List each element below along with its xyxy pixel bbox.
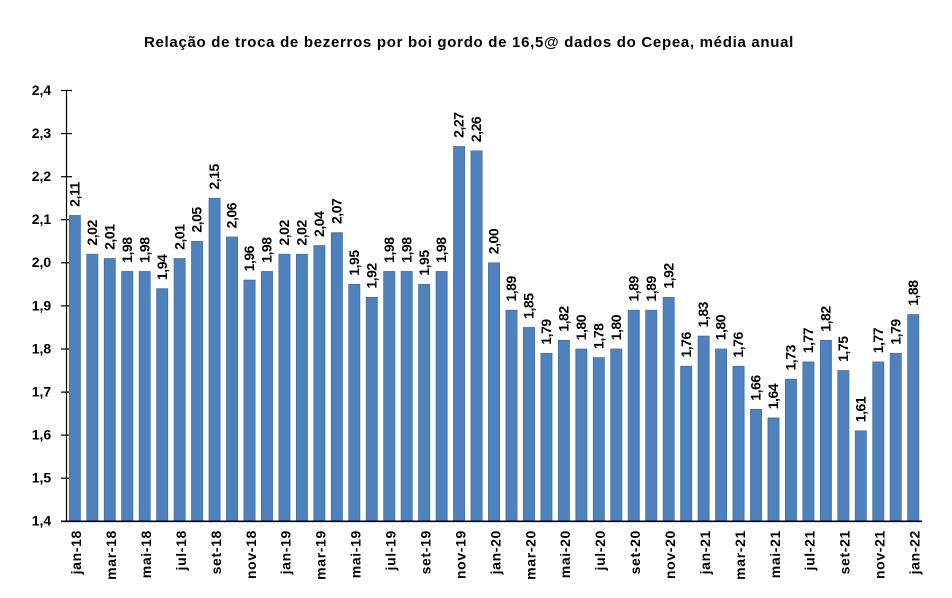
svg-text:1,73: 1,73: [783, 344, 799, 370]
svg-text:2,01: 2,01: [101, 224, 117, 250]
svg-text:mar-19: mar-19: [313, 530, 329, 580]
svg-text:set-18: set-18: [208, 530, 224, 574]
svg-text:mai-19: mai-19: [348, 530, 364, 578]
svg-text:1,6: 1,6: [32, 427, 52, 443]
svg-text:2,02: 2,02: [84, 219, 100, 245]
svg-text:jul-19: jul-19: [383, 530, 399, 571]
svg-text:jul-21: jul-21: [802, 530, 818, 571]
svg-text:mar-21: mar-21: [732, 530, 748, 580]
svg-text:1,7: 1,7: [32, 384, 52, 400]
svg-text:1,96: 1,96: [241, 245, 257, 271]
svg-text:jan-22: jan-22: [907, 530, 923, 575]
svg-text:1,78: 1,78: [590, 323, 606, 349]
svg-text:1,98: 1,98: [398, 237, 414, 263]
svg-text:1,89: 1,89: [643, 275, 659, 301]
svg-text:1,88: 1,88: [905, 280, 921, 306]
svg-text:1,5: 1,5: [32, 470, 52, 486]
svg-text:2,11: 2,11: [66, 181, 82, 206]
svg-text:1,61: 1,61: [852, 396, 868, 422]
svg-text:jan-18: jan-18: [68, 530, 84, 575]
svg-text:jul-20: jul-20: [592, 530, 608, 571]
svg-text:1,64: 1,64: [765, 383, 781, 409]
svg-text:1,77: 1,77: [800, 327, 816, 353]
svg-text:2,02: 2,02: [294, 219, 310, 245]
svg-text:2,3: 2,3: [32, 125, 52, 141]
svg-text:1,89: 1,89: [625, 275, 641, 301]
svg-text:1,80: 1,80: [608, 314, 624, 340]
svg-text:2,02: 2,02: [276, 219, 292, 245]
svg-text:1,82: 1,82: [556, 306, 572, 332]
svg-text:mai-21: mai-21: [767, 530, 783, 578]
svg-text:jan-20: jan-20: [487, 530, 503, 575]
svg-text:1,94: 1,94: [154, 254, 170, 280]
svg-text:2,0: 2,0: [32, 254, 52, 270]
svg-text:1,80: 1,80: [713, 314, 729, 340]
svg-text:1,4: 1,4: [32, 513, 52, 529]
svg-text:2,07: 2,07: [328, 198, 344, 224]
svg-text:1,98: 1,98: [136, 237, 152, 263]
svg-text:jul-18: jul-18: [173, 530, 189, 571]
svg-text:nov-21: nov-21: [872, 530, 888, 579]
svg-text:1,80: 1,80: [573, 314, 589, 340]
svg-text:1,83: 1,83: [695, 301, 711, 327]
svg-text:1,98: 1,98: [381, 237, 397, 263]
svg-text:1,92: 1,92: [363, 263, 379, 289]
svg-text:set-20: set-20: [627, 530, 643, 574]
svg-text:1,79: 1,79: [887, 319, 903, 345]
svg-text:1,98: 1,98: [119, 237, 135, 263]
svg-text:1,75: 1,75: [835, 336, 851, 362]
svg-text:set-19: set-19: [417, 530, 433, 574]
svg-text:mar-20: mar-20: [522, 530, 538, 580]
svg-text:1,98: 1,98: [433, 237, 449, 263]
svg-text:nov-20: nov-20: [662, 530, 678, 579]
svg-text:2,05: 2,05: [189, 207, 205, 233]
svg-text:2,00: 2,00: [486, 228, 502, 254]
svg-text:2,26: 2,26: [468, 116, 484, 142]
svg-text:jan-19: jan-19: [278, 530, 294, 575]
svg-text:1,76: 1,76: [678, 331, 694, 357]
svg-text:2,06: 2,06: [224, 202, 240, 228]
svg-text:nov-18: nov-18: [243, 530, 259, 579]
svg-text:1,92: 1,92: [660, 263, 676, 289]
svg-text:1,89: 1,89: [503, 275, 519, 301]
svg-text:set-21: set-21: [837, 530, 853, 574]
svg-text:mai-20: mai-20: [557, 530, 573, 578]
svg-text:1,95: 1,95: [416, 250, 432, 276]
svg-text:2,2: 2,2: [32, 168, 52, 184]
svg-text:1,95: 1,95: [346, 250, 362, 276]
svg-text:1,85: 1,85: [521, 293, 537, 319]
svg-text:1,98: 1,98: [259, 237, 275, 263]
svg-text:2,27: 2,27: [451, 112, 467, 138]
svg-text:2,4: 2,4: [32, 82, 52, 98]
svg-text:2,01: 2,01: [171, 224, 187, 250]
svg-text:1,77: 1,77: [870, 327, 886, 353]
svg-text:1,8: 1,8: [32, 340, 52, 356]
svg-text:nov-19: nov-19: [452, 530, 468, 579]
svg-text:2,15: 2,15: [206, 163, 222, 189]
svg-text:mai-18: mai-18: [138, 530, 154, 578]
svg-text:1,79: 1,79: [538, 319, 554, 345]
svg-text:1,76: 1,76: [730, 331, 746, 357]
svg-text:2,1: 2,1: [32, 211, 52, 227]
svg-text:Relação de troca de bezerros p: Relação de troca de bezerros por boi gor…: [144, 34, 794, 51]
svg-text:1,9: 1,9: [32, 297, 52, 313]
svg-text:1,66: 1,66: [748, 375, 764, 401]
svg-text:mar-18: mar-18: [103, 530, 119, 580]
svg-text:2,04: 2,04: [311, 211, 327, 237]
svg-text:1,82: 1,82: [817, 306, 833, 332]
svg-text:jan-21: jan-21: [697, 530, 713, 575]
